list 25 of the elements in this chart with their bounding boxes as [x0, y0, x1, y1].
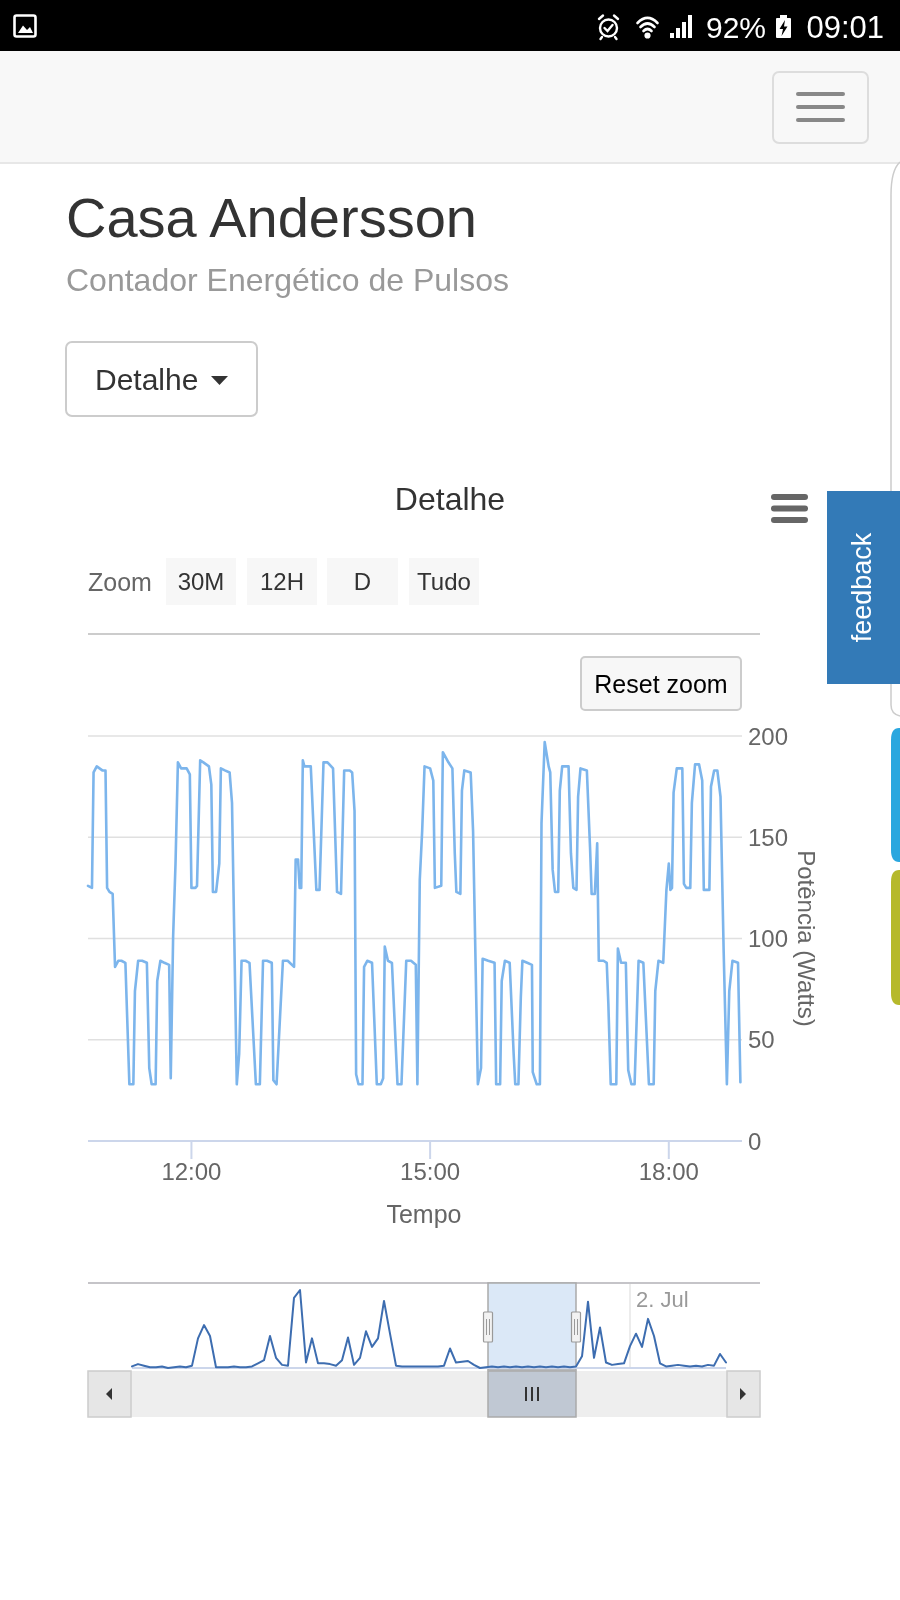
range-button: 30M	[166, 558, 236, 605]
x-axis-title: Tempo	[386, 1200, 462, 1228]
x-tick-label: 18:00	[638, 1158, 699, 1185]
dropdown-button: Detalhe	[65, 341, 258, 417]
text: 09:01	[806, 10, 884, 45]
y-tick-label: 50	[748, 1026, 775, 1054]
y-tick-label: 150	[748, 823, 789, 851]
text: Contador Energético de Pulsos	[66, 262, 509, 298]
text: 92%	[705, 11, 766, 44]
feedback-tab: feedback	[827, 491, 900, 684]
x-tick-label: 12:00	[161, 1158, 222, 1185]
x-tick-label: 15:00	[400, 1158, 461, 1185]
reset-button: Reset zoom	[580, 656, 742, 711]
y-tick-label: 0	[748, 1127, 762, 1155]
range-button: D	[327, 558, 398, 605]
range-button: 12H	[247, 558, 317, 605]
range-button: Tudo	[409, 558, 479, 605]
text: Casa Andersson	[66, 186, 477, 249]
y-axis-title: Potência (Watts)	[792, 850, 820, 1027]
chart-title: Detalhe	[394, 481, 506, 517]
text: Zoom	[88, 568, 152, 596]
y-tick-label: 200	[748, 722, 789, 750]
y-tick-label: 100	[748, 925, 789, 952]
annotation: 2. Jul	[636, 1287, 689, 1312]
line-series	[86, 740, 742, 1086]
